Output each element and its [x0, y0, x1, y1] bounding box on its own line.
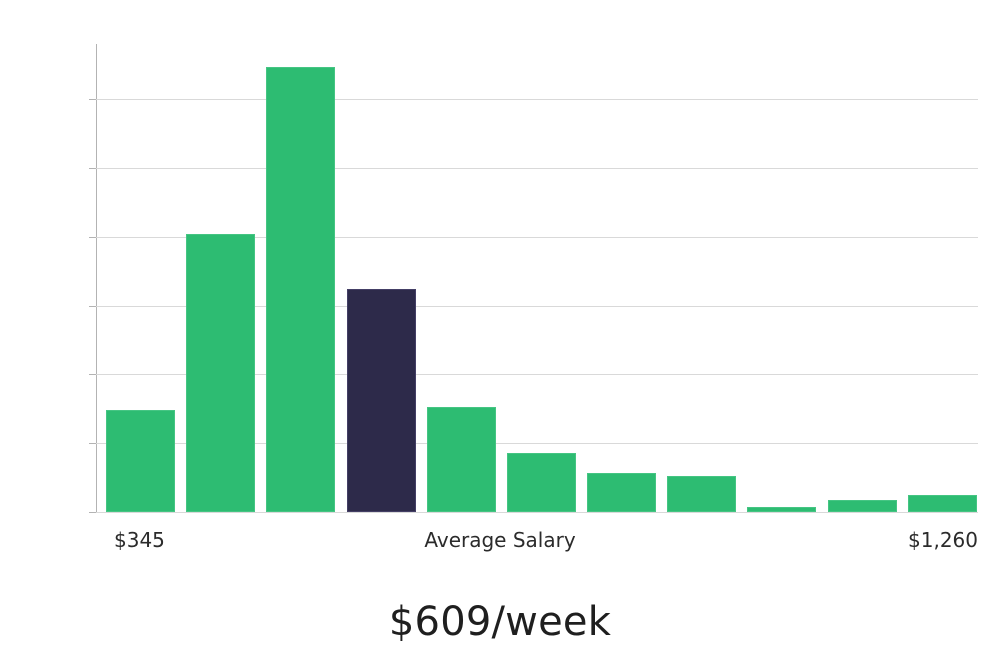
- x-axis-min-label: $345: [114, 528, 165, 552]
- y-axis-tick: [89, 99, 96, 101]
- y-axis-tick: [89, 512, 96, 513]
- bar[interactable]: [426, 407, 496, 512]
- gridline: [96, 99, 978, 101]
- bar[interactable]: [186, 233, 256, 512]
- gridline: [96, 374, 978, 376]
- x-axis-line: [96, 512, 978, 513]
- x-axis-max-label: $1,260: [908, 528, 978, 552]
- gridline: [96, 443, 978, 445]
- bar[interactable]: [106, 410, 175, 512]
- bar-highlighted[interactable]: [346, 289, 416, 512]
- gridline: [96, 236, 978, 238]
- bar[interactable]: [907, 495, 977, 512]
- gridline: [96, 167, 978, 169]
- bar[interactable]: [506, 452, 576, 512]
- bar[interactable]: [266, 67, 336, 512]
- bar[interactable]: [587, 473, 657, 512]
- y-axis-tick: [89, 167, 96, 169]
- bar[interactable]: [667, 476, 737, 512]
- chart-headline: $609/week: [388, 599, 612, 645]
- y-axis-tick: [89, 236, 96, 238]
- bar[interactable]: [827, 499, 897, 512]
- x-axis-title: Average Salary: [424, 528, 576, 552]
- plot-area: [96, 44, 978, 512]
- y-axis-tick: [89, 443, 96, 445]
- y-axis-tick: [89, 374, 96, 376]
- gridline: [96, 305, 978, 307]
- y-axis-line: [96, 44, 97, 513]
- bar[interactable]: [747, 506, 817, 512]
- y-axis-tick: [89, 305, 96, 307]
